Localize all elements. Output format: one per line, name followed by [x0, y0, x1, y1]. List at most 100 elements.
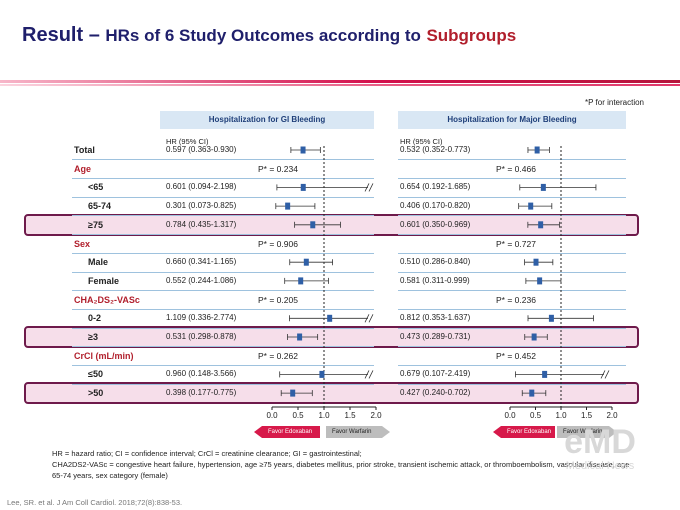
hr-ci-value: 0.784 (0.435-1.317) — [166, 219, 237, 229]
panel-header-major: Hospitalization for Major Bleeding — [398, 111, 626, 129]
subgroup-label: Total — [74, 145, 95, 155]
row-divider — [398, 271, 626, 273]
hr-ci-value: 0.601 (0.350-0.969) — [400, 219, 471, 229]
row-divider — [160, 215, 374, 217]
x-axis-tick-label: 0.5 — [529, 411, 542, 420]
title-dash: – — [88, 24, 100, 46]
p-interaction-value: P* = 0.466 — [496, 163, 536, 174]
hr-point-marker — [303, 258, 309, 266]
hr-ci-value: 0.660 (0.341-1.165) — [166, 257, 237, 267]
p-interaction-value: P* = 0.452 — [496, 350, 536, 361]
row-divider — [160, 290, 374, 292]
row-divider — [72, 327, 162, 329]
axis-break-mark — [368, 370, 374, 379]
subgroup-label: 0-2 — [88, 313, 102, 324]
hr-point-marker — [300, 146, 306, 154]
hr-ci-value: 0.597 (0.363-0.930) — [166, 145, 237, 154]
hr-ci-value: 0.552 (0.244-1.086) — [166, 275, 237, 285]
abbreviation-note: CHA2DS2-VASc = congestive heart failure,… — [52, 460, 630, 469]
subgroup-label: 65-74 — [88, 201, 112, 212]
hr-ci-value: 0.654 (0.192-1.685) — [400, 182, 471, 192]
hr-point-marker — [300, 183, 306, 191]
row-divider — [72, 252, 162, 254]
p-interaction-value: P* = 0.236 — [496, 294, 536, 305]
row-divider — [398, 308, 626, 310]
row-divider — [72, 290, 162, 292]
row-divider — [398, 178, 626, 180]
row-divider — [160, 196, 374, 198]
row-divider — [398, 252, 626, 254]
row-divider — [398, 383, 626, 385]
row-divider — [398, 365, 626, 367]
row-divider — [160, 308, 374, 310]
p-interaction-value: P* = 0.205 — [258, 294, 298, 305]
axis-break-mark — [604, 370, 610, 379]
hr-point-marker — [285, 202, 291, 210]
subgroup-category-label: CrCl (mL/min) — [74, 350, 134, 361]
row-divider — [398, 234, 626, 236]
hr-ci-value: 1.109 (0.336-2.774) — [166, 313, 237, 323]
slide-title: Result – HRs of 6 Study Outcomes accordi… — [22, 24, 516, 47]
hr-point-marker — [531, 333, 537, 341]
favor-edoxaban-arrow: Favor Edoxaban — [493, 426, 555, 438]
hr-point-marker — [542, 370, 548, 378]
hr-point-marker — [290, 389, 296, 397]
row-divider — [398, 327, 626, 329]
hr-point-marker — [548, 314, 554, 322]
x-axis-tick-label: 2.0 — [606, 411, 618, 420]
hr-point-marker — [537, 277, 543, 285]
axis-break-mark — [364, 314, 370, 323]
hr-ci-value: 0.960 (0.148-3.566) — [166, 369, 237, 379]
hr-point-marker — [528, 202, 534, 210]
hr-ci-value: 0.581 (0.311-0.999) — [400, 275, 470, 285]
subgroup-label: Female — [88, 275, 120, 286]
axis-break-mark — [368, 183, 374, 192]
row-divider — [72, 215, 162, 217]
hr-ci-value: 0.532 (0.352-0.773) — [400, 145, 471, 154]
axis-break-mark — [600, 370, 606, 379]
title-subgroups: Subgroups — [426, 26, 517, 45]
emd-watermark-logo: eMD Medical News — [550, 424, 650, 492]
row-divider — [72, 234, 162, 236]
row-divider — [72, 383, 162, 385]
hr-point-marker — [297, 333, 303, 341]
x-axis-tick-label: 1.5 — [580, 411, 593, 420]
panel-header-gi: Hospitalization for GI Bleeding — [160, 111, 374, 129]
p-interaction-value: P* = 0.727 — [496, 238, 536, 249]
subgroup-category-label: CHA₂DS₂-VASc — [74, 294, 140, 305]
decorative-band-thin — [0, 84, 680, 86]
hr-point-marker — [298, 277, 304, 285]
hr-ci-value: 0.679 (0.107-2.419) — [400, 369, 471, 379]
hr-ci-value: 0.301 (0.073-0.825) — [166, 201, 237, 211]
hr-point-marker — [529, 389, 535, 397]
x-axis-tick-label: 1.5 — [344, 411, 356, 420]
p-interaction-value: P* = 0.234 — [258, 163, 298, 174]
hr-ci-value: 0.406 (0.170-0.820) — [400, 201, 471, 211]
hr-point-marker — [533, 258, 539, 266]
watermark-caption: Medical News — [565, 460, 635, 472]
subgroup-label: Male — [88, 257, 109, 268]
p-interaction-value: P* = 0.906 — [258, 238, 298, 249]
row-divider — [72, 308, 162, 310]
p-interaction-value: P* = 0.262 — [258, 350, 298, 361]
title-middle: HRs of 6 Study Outcomes according to — [105, 26, 421, 45]
row-divider — [72, 271, 162, 273]
x-axis-tick-label: 0.0 — [504, 411, 516, 420]
subgroup-label: ≤50 — [88, 369, 103, 380]
subgroup-label: ≥3 — [88, 332, 98, 342]
row-divider — [160, 365, 374, 367]
hr-ci-value: 0.398 (0.177-0.775) — [166, 388, 237, 398]
row-divider — [398, 215, 626, 217]
row-divider — [398, 346, 626, 348]
hr-ci-header-major: HR (95% CI) — [400, 137, 443, 146]
abbreviation-note: 65-74 years, sex category (female) — [52, 471, 168, 480]
hr-ci-value: 0.427 (0.240-0.702) — [400, 388, 471, 398]
hr-point-marker — [540, 183, 546, 191]
subgroup-label: ≥75 — [88, 219, 103, 230]
citation: Lee, SR. et al. J Am Coll Cardiol. 2018;… — [7, 498, 183, 507]
row-divider — [160, 271, 374, 273]
hr-point-marker — [319, 370, 325, 378]
hr-ci-value: 0.601 (0.094-2.198) — [166, 182, 237, 192]
watermark-logo-text: eMD — [564, 423, 636, 461]
